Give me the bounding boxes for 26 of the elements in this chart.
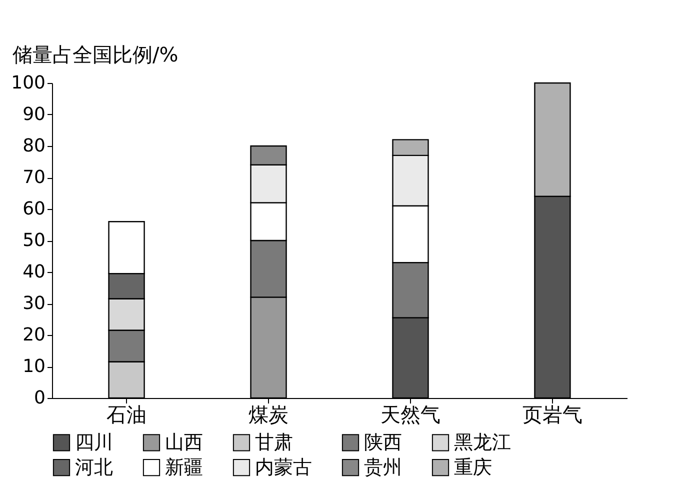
x-tick-label: 煤炭	[248, 402, 289, 426]
legend-label: 河北	[75, 456, 113, 478]
legend-label: 四川	[75, 432, 113, 454]
x-tick-label: 页岩气	[522, 402, 582, 426]
legend-label: 甘肃	[255, 432, 293, 454]
x-tick-label: 石油	[106, 402, 147, 426]
x-tick-label: 天然气	[380, 402, 440, 426]
y-tick-label: 50	[22, 230, 46, 251]
y-tick-label: 30	[22, 293, 46, 314]
legend-label: 山西	[165, 432, 203, 454]
legend-label: 贵州	[364, 456, 402, 478]
legend-label: 黑龙江	[454, 432, 511, 454]
y-tick-label: 10	[22, 356, 46, 377]
y-tick-label: 90	[22, 104, 46, 125]
y-tick-label: 80	[22, 136, 46, 156]
y-tick-label: 0	[34, 388, 46, 408]
y-tick-label: 100	[11, 72, 46, 94]
y-tick-label: 60	[22, 198, 46, 220]
legend-label: 陕西	[364, 432, 402, 454]
legend-label: 内蒙古	[255, 456, 312, 478]
legend-label: 新疆	[165, 456, 203, 478]
y-tick-label: 20	[22, 324, 46, 346]
y-tick-label: 70	[22, 167, 46, 188]
y-axis-title: 储量占全国比例/%	[12, 42, 178, 66]
y-tick-label: 40	[22, 262, 46, 282]
legend-label: 重庆	[454, 456, 492, 478]
